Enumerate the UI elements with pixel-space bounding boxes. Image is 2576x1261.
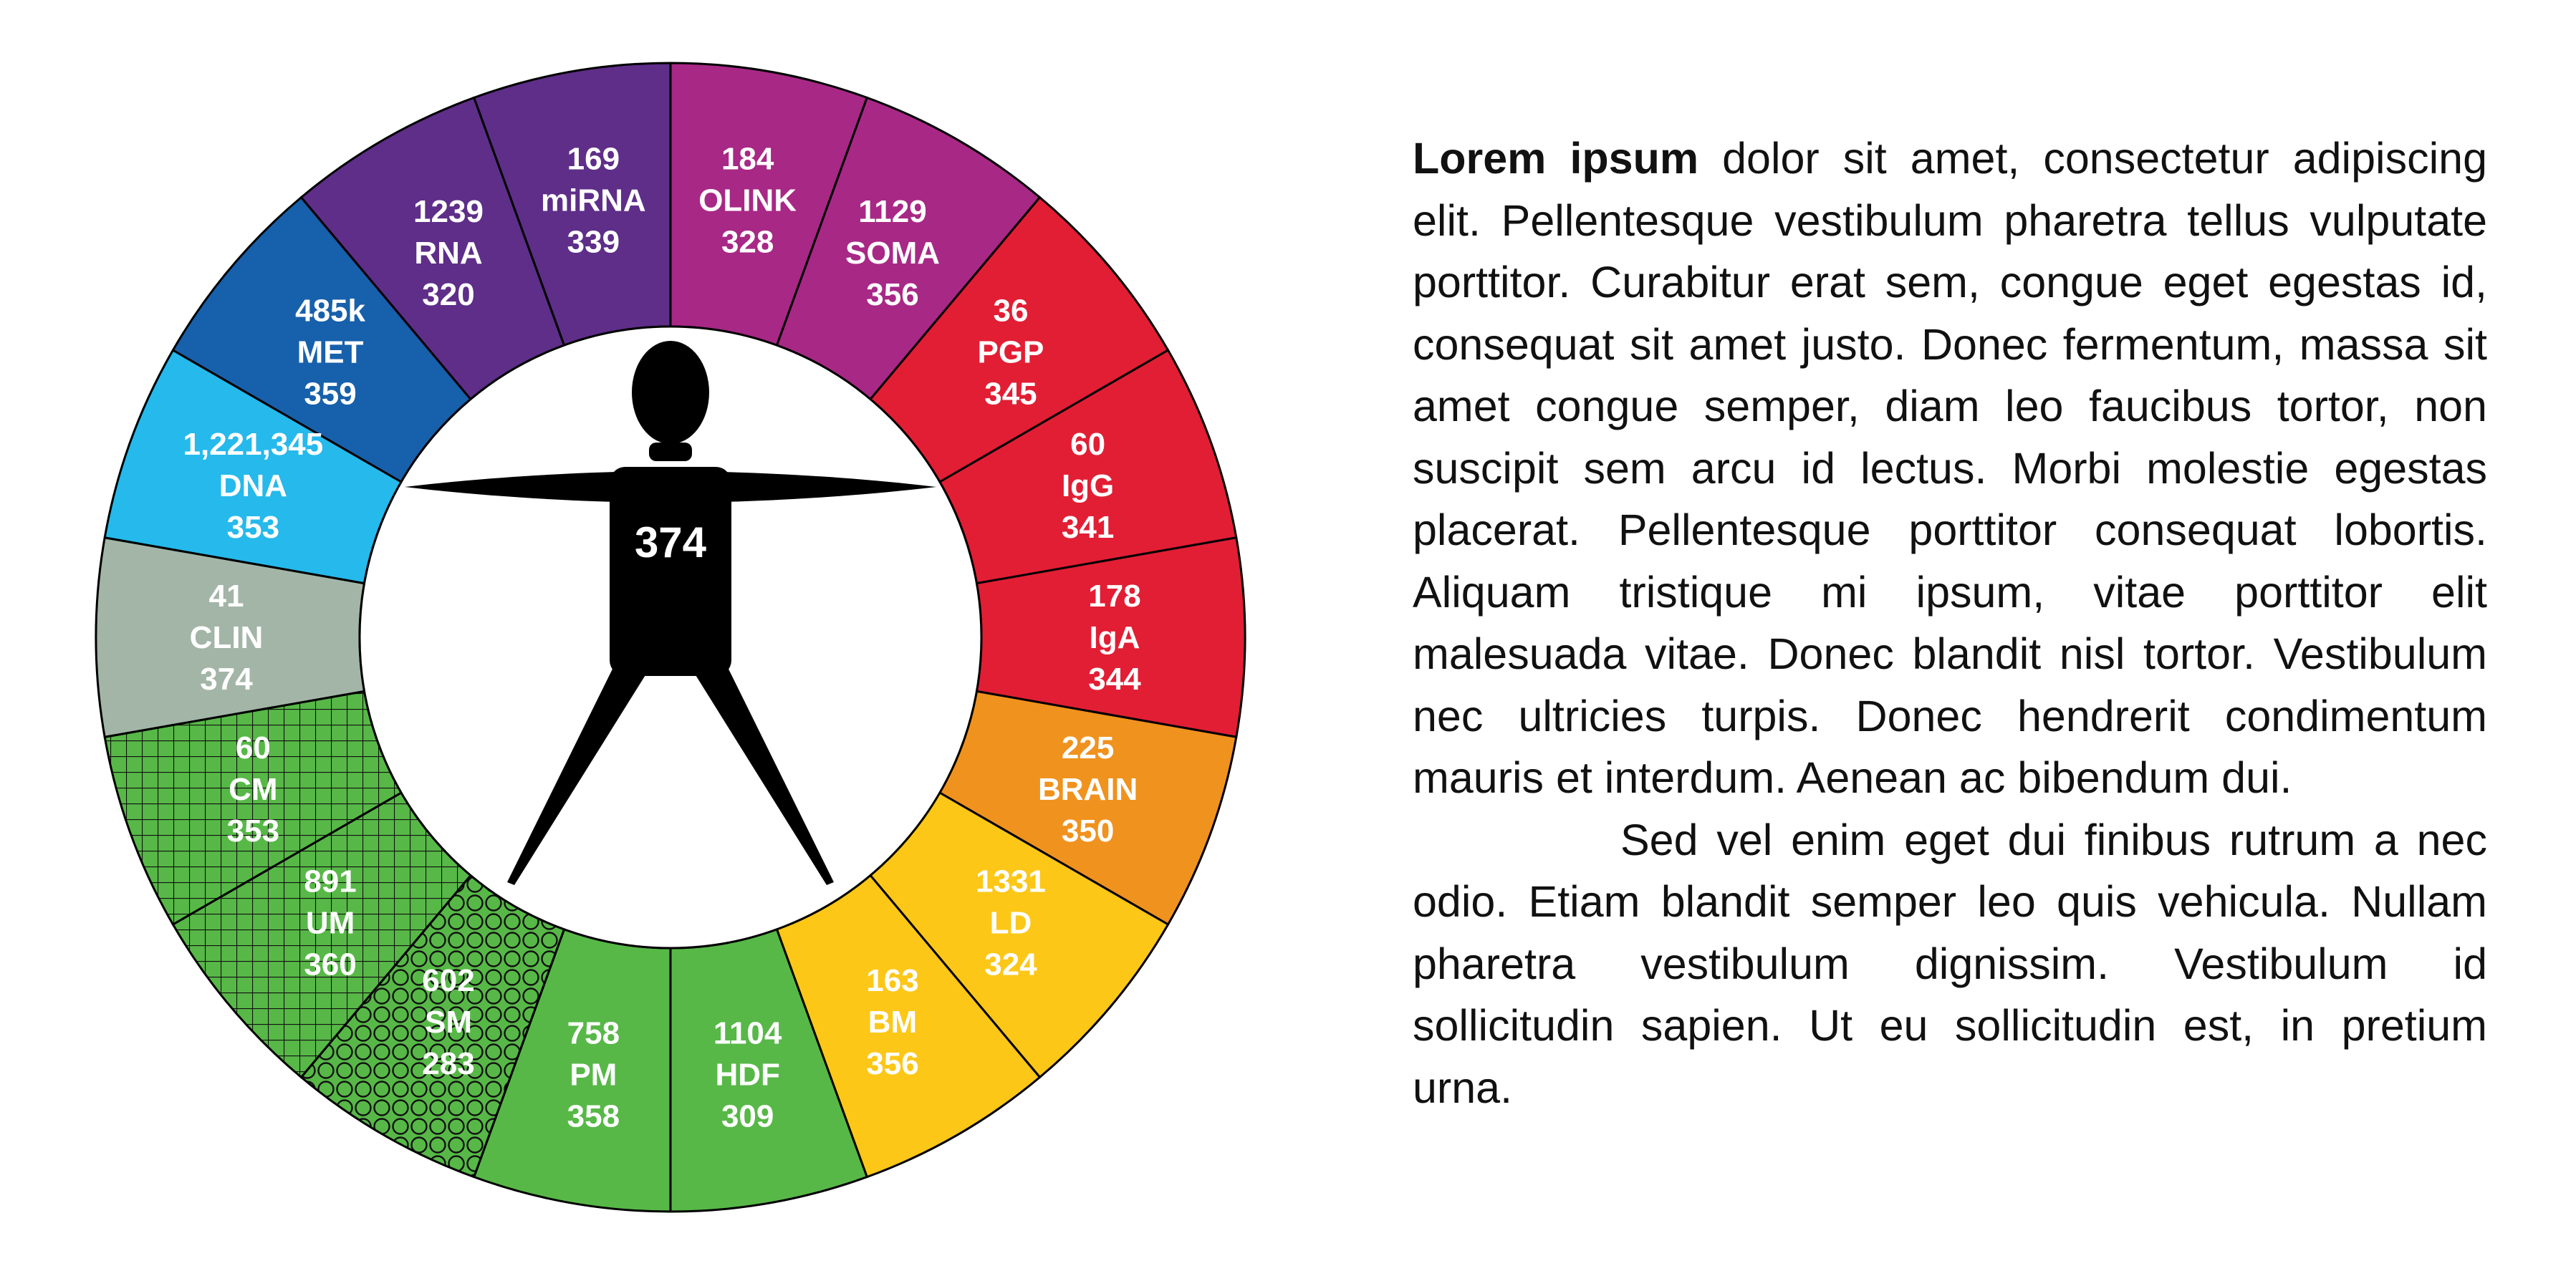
segment-label-igg: 60 IgG 341 [1062,427,1114,545]
segment-label-olink: 184 OLINK 328 [698,141,797,259]
segment-label-sm: 602 SM 283 [422,963,474,1081]
segment-label-um: 891 UM 360 [304,864,356,982]
human-figure-icon [405,341,936,885]
segment-label-cm: 60 CM 353 [227,730,279,849]
segment-label-pm: 758 PM 358 [567,1016,620,1134]
lead-text: Lorem ipsum [1413,134,1699,183]
omics-ring-diagram: 184 OLINK 328 1129 SOMA 356 36 PGP 345 60 IgG 341 17… [95,62,1246,1213]
segment-label-met: 485k MET 359 [295,293,365,411]
ring-svg: 184 OLINK 328 1129 SOMA 356 36 PGP 345 60 IgG 341 17… [95,62,1246,1213]
segment-label-rna: 1239 RNA 320 [413,194,484,312]
description-text: Lorem ipsum dolor sit amet, consectetur … [1413,127,2487,1119]
paragraph-1-body: dolor sit amet, consectetur adipiscing e… [1413,134,2487,802]
segment-label-mirna: 169 miRNA 339 [541,141,646,259]
segment-label-hdf: 1104 HDF 309 [713,1016,782,1134]
segment-label-iga: 178 IgA 344 [1088,579,1141,697]
segment-label-bm: 163 BM 356 [866,963,918,1081]
ring-labels: 184 OLINK 328 1129 SOMA 356 36 PGP 345 60 IgG 341 17… [183,141,1142,1134]
segment-label-dna: 1,221,345 DNA 353 [183,427,324,545]
segment-label-brain: 225 BRAIN 350 [1038,730,1138,849]
segment-label-ld: 1331 LD 324 [976,864,1046,982]
segment-label-clin: 41 CLIN 374 [190,579,264,697]
paragraph-1: Lorem ipsum dolor sit amet, consectetur … [1413,127,2487,809]
center-value: 374 [635,518,707,566]
segment-label-pgp: 36 PGP 345 [977,293,1044,411]
paragraph-2: Sed vel enim eget dui finibus rutrum a n… [1413,815,2487,1112]
segment-label-soma: 1129 SOMA 356 [845,194,940,312]
